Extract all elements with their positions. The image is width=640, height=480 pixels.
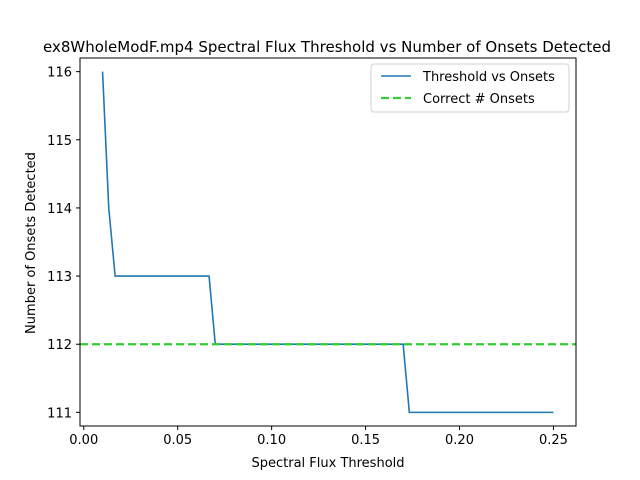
x-tick-label: 0.10 <box>257 433 286 448</box>
axes-frame <box>79 57 577 427</box>
x-tick-label: 0.05 <box>163 433 192 448</box>
y-tick-label: 113 <box>47 270 72 285</box>
y-axis-label: Number of Onsets Detected <box>24 152 39 334</box>
x-tick-label: 0.00 <box>69 433 98 448</box>
legend: Threshold vs Onsets Correct # Onsets <box>370 63 570 113</box>
x-tick-label: 0.25 <box>539 433 568 448</box>
legend-box <box>370 63 570 113</box>
x-tick-label: 0.15 <box>351 433 380 448</box>
y-tick-label: 114 <box>47 202 72 217</box>
y-tick-label: 116 <box>47 66 72 81</box>
plot-area <box>80 71 576 414</box>
x-tick-label: 0.20 <box>445 433 474 448</box>
legend-label: Threshold vs Onsets <box>422 70 555 85</box>
y-tick-label: 115 <box>47 134 72 149</box>
y-axis: 111 112 113 114 115 116 <box>47 66 80 421</box>
y-tick-label: 111 <box>47 406 72 421</box>
legend-label: Correct # Onsets <box>423 92 535 107</box>
y-tick-label: 112 <box>47 338 72 353</box>
chart-title: ex8WholeModF.mp4 Spectral Flux Threshold… <box>43 38 611 56</box>
x-axis-label: Spectral Flux Threshold <box>251 456 404 471</box>
x-axis: 0.00 0.05 0.10 0.15 0.20 0.25 <box>69 426 568 448</box>
